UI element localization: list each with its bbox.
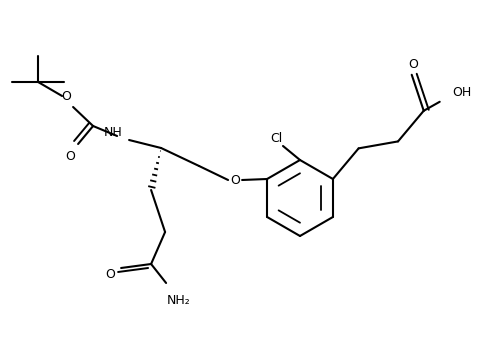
Text: O: O xyxy=(408,58,418,71)
Text: O: O xyxy=(105,267,115,281)
Text: OH: OH xyxy=(452,86,472,99)
Text: NH: NH xyxy=(104,127,122,139)
Text: O: O xyxy=(61,91,71,103)
Text: Cl: Cl xyxy=(270,131,282,145)
Text: O: O xyxy=(65,151,75,164)
Text: O: O xyxy=(230,174,240,188)
Text: NH₂: NH₂ xyxy=(167,293,191,307)
